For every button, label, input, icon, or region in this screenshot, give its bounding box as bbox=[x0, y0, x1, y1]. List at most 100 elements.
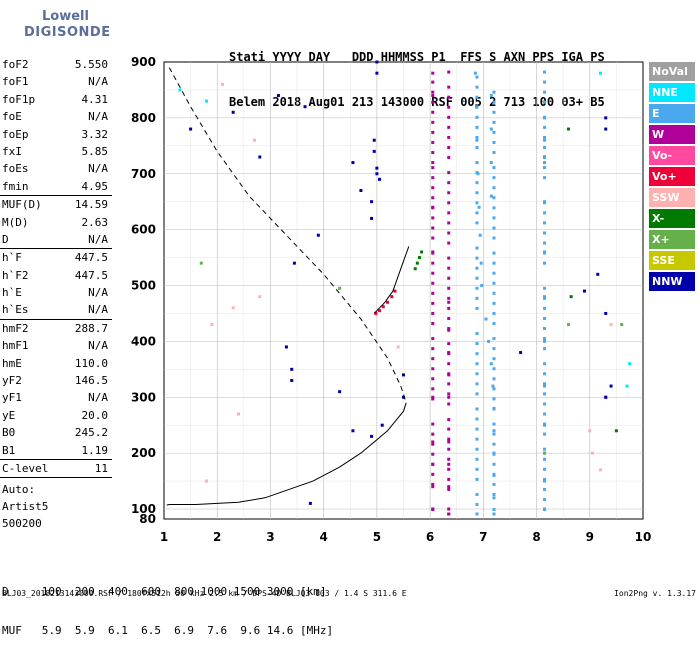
echo-trace-point bbox=[447, 316, 451, 320]
echo-trace-point bbox=[543, 316, 547, 320]
legend-entry: E bbox=[649, 104, 695, 123]
echo-trace-point bbox=[431, 337, 435, 341]
param-row: B0 245.2 bbox=[0, 424, 112, 441]
echo-trace-point bbox=[431, 151, 435, 155]
echo-point-w bbox=[447, 462, 451, 466]
echo-trace-point bbox=[447, 105, 451, 109]
echo-trace-point bbox=[475, 256, 479, 260]
echo-point-e bbox=[487, 339, 491, 343]
echo-point-nne bbox=[625, 384, 629, 388]
echo-point-ssw bbox=[609, 323, 613, 327]
param-name: foF1 bbox=[2, 75, 29, 89]
echo-trace-point bbox=[492, 432, 496, 436]
param-row: foF2 5.550 bbox=[0, 56, 112, 73]
echo-trace-point bbox=[475, 372, 479, 376]
echo-trace-point bbox=[447, 382, 451, 386]
echo-point-w bbox=[431, 161, 435, 165]
echo-trace-point bbox=[492, 442, 496, 446]
echo-trace-point bbox=[475, 171, 479, 175]
echo-point-nnw bbox=[292, 261, 296, 265]
echo-point-nnw bbox=[370, 216, 374, 220]
x-tick-label: 5 bbox=[373, 530, 381, 544]
x-tick-label: 9 bbox=[586, 530, 594, 544]
legend-entry: NNE bbox=[649, 83, 695, 102]
param-name: yF2 bbox=[2, 374, 22, 388]
echo-trace-point bbox=[492, 337, 496, 341]
param-row: B1 1.19 bbox=[0, 442, 112, 460]
echo-trace-point bbox=[475, 145, 479, 149]
echo-trace-point bbox=[475, 276, 479, 280]
param-name: D bbox=[2, 232, 9, 246]
echo-point-nnw bbox=[370, 434, 374, 438]
header-values: Belem 2018 Aug01 213 143000 RSF 005 2 71… bbox=[229, 95, 605, 109]
echo-trace-point bbox=[447, 402, 451, 406]
echo-trace-point bbox=[492, 176, 496, 180]
logo-text-digisonde: DIGISONDE bbox=[24, 25, 111, 40]
legend-entry: SSE bbox=[649, 251, 695, 270]
y-tick-label: 900 bbox=[131, 55, 156, 69]
echo-point-e bbox=[475, 138, 479, 142]
echo-point-nnw bbox=[604, 311, 608, 315]
param-name: foF1p bbox=[2, 92, 36, 106]
param-name: h`Es bbox=[2, 303, 29, 317]
echo-trace-point bbox=[431, 100, 435, 104]
param-name: hmF2 bbox=[2, 321, 29, 335]
param-name: h`F bbox=[2, 251, 22, 265]
echo-trace-point bbox=[431, 357, 435, 361]
echo-point-nnw bbox=[378, 177, 382, 181]
echo-point-ssw bbox=[590, 451, 594, 455]
echo-point-w bbox=[447, 395, 451, 399]
echo-point-nnw bbox=[372, 138, 376, 142]
profile-curve bbox=[166, 402, 407, 506]
echo-point-nnw bbox=[372, 149, 376, 153]
echo-trace-point bbox=[431, 462, 435, 466]
x-tick-label: 3 bbox=[266, 530, 274, 544]
echo-trace-point bbox=[447, 286, 451, 290]
echo-point-nnw bbox=[303, 105, 307, 109]
autoscaling-info: Auto: Artist5 500200 bbox=[2, 481, 48, 532]
echo-point-nne bbox=[598, 71, 602, 75]
echo-trace-point bbox=[447, 145, 451, 149]
echo-point-e bbox=[477, 205, 481, 209]
echo-trace-point bbox=[543, 487, 547, 491]
echo-trace-point bbox=[492, 357, 496, 361]
echo-point-e bbox=[480, 284, 484, 287]
echo-point-ssw bbox=[221, 82, 225, 86]
echo-point-ssw bbox=[231, 306, 235, 310]
param-row: h`E N/A bbox=[0, 284, 112, 301]
param-row: foE N/A bbox=[0, 108, 112, 125]
echo-point-nnw bbox=[189, 127, 193, 131]
echo-trace-point bbox=[447, 276, 451, 280]
echo-point-nnw bbox=[380, 423, 384, 427]
echo-trace-point bbox=[492, 387, 496, 391]
echo-point-nnw bbox=[308, 501, 312, 505]
param-row: foF1 N/A bbox=[0, 73, 112, 90]
param-row: hmF1 N/A bbox=[0, 337, 112, 354]
param-value: N/A bbox=[88, 286, 108, 300]
echo-trace-point bbox=[492, 271, 496, 275]
echo-trace-point bbox=[447, 512, 451, 516]
lowell-digisonde-logo: Lowell DIGISONDE bbox=[4, 4, 110, 44]
echo-trace-point bbox=[492, 130, 496, 134]
echo-trace-point bbox=[543, 296, 547, 300]
echo-point-e bbox=[489, 127, 493, 131]
param-row: yF2 146.5 bbox=[0, 372, 112, 389]
echo-trace-point bbox=[543, 241, 547, 245]
echo-point-x- bbox=[614, 429, 618, 433]
echo-point-nnw bbox=[582, 289, 586, 293]
echo-trace-point bbox=[543, 327, 547, 331]
param-value: 5.550 bbox=[74, 58, 108, 71]
param-row: C-level 11 bbox=[0, 460, 112, 479]
echo-point-ssw bbox=[598, 468, 602, 472]
echo-point-nnw bbox=[276, 94, 280, 98]
echo-point-e bbox=[489, 161, 493, 165]
echo-trace-point bbox=[492, 100, 496, 104]
echo-trace-point bbox=[543, 372, 547, 376]
echo-point-w bbox=[431, 485, 435, 489]
echo-point-nnw bbox=[402, 395, 405, 399]
echo-trace-point bbox=[492, 291, 496, 295]
echo-point-vo- bbox=[393, 289, 397, 293]
echo-trace-point bbox=[431, 176, 435, 180]
polarization-legend: NoVal NNE E W Vo- Vo+ SSW X- X+ SSE NNW bbox=[649, 62, 695, 293]
echo-point-e bbox=[491, 384, 495, 388]
